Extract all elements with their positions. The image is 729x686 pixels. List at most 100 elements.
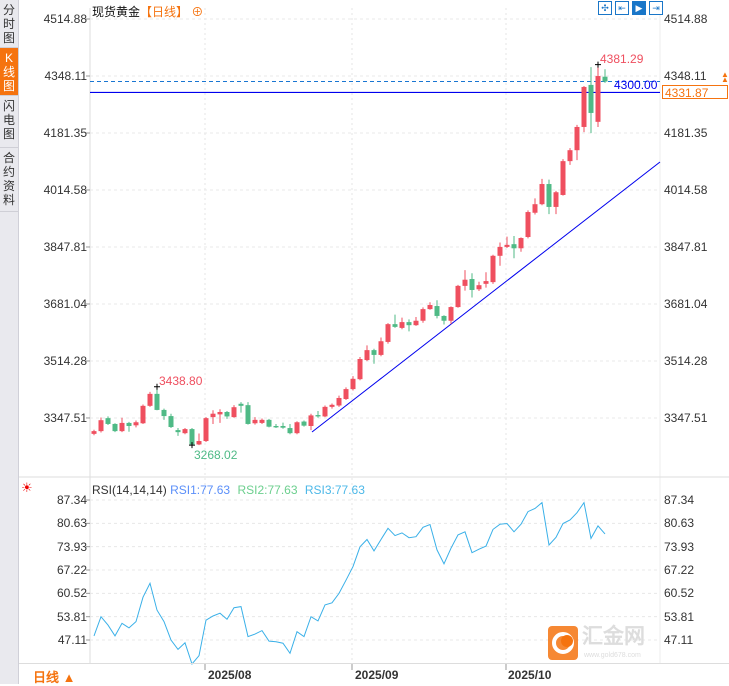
- candle-body: [246, 405, 251, 424]
- candle-body: [295, 422, 300, 433]
- rsi2-value: RSI2:77.63: [237, 483, 297, 497]
- triangle-up-icon: ▲: [63, 670, 76, 685]
- candle-body: [568, 150, 573, 161]
- end-icon[interactable]: ⇥: [649, 1, 663, 15]
- rsi-axis-label-right: 53.81: [664, 610, 694, 624]
- high-price-label: 4381.29: [600, 52, 643, 66]
- rsi-axis-label: 53.81: [57, 610, 87, 624]
- candle-body: [204, 418, 209, 441]
- candle-body: [274, 426, 279, 427]
- crosshair-icon[interactable]: ✣: [598, 1, 612, 15]
- rsi-axis-label-right: 87.34: [664, 493, 694, 507]
- candle-body: [344, 389, 349, 399]
- candle-body: [435, 306, 440, 316]
- fit-icon[interactable]: ⇤: [615, 1, 629, 15]
- candle-body: [372, 350, 377, 355]
- candle-body: [197, 441, 202, 444]
- rsi-legend: RSI(14,14,14) RSI1:77.63 RSI2:77.63 RSI3…: [92, 483, 365, 497]
- plus-circle-icon[interactable]: ⊕: [191, 5, 203, 19]
- local-high-label: 3438.80: [159, 374, 202, 388]
- candle-body: [575, 127, 580, 150]
- candle-body: [519, 238, 524, 248]
- price-axis-label: 3681.04: [44, 297, 87, 311]
- price-axis-label-right: 3347.51: [664, 411, 707, 425]
- watermark-logo: 汇金网 www.gold678.com: [548, 626, 653, 662]
- candle-body: [554, 192, 559, 207]
- candle-body: [449, 307, 454, 321]
- candle-body: [582, 87, 587, 127]
- candle-body: [99, 420, 104, 431]
- candle-body: [547, 184, 552, 207]
- candle-body: [365, 350, 370, 360]
- candle-body: [162, 410, 167, 416]
- candle-body: [330, 405, 335, 407]
- candle-body: [596, 76, 601, 122]
- price-axis-label-right: 4348.11: [664, 69, 707, 83]
- price-axis-label: 4181.35: [44, 126, 87, 140]
- candle-body: [337, 398, 342, 406]
- candle-body: [351, 379, 356, 389]
- candle-body: [421, 309, 426, 321]
- rsi-axis-label: 67.22: [57, 563, 87, 577]
- rsi-axis-label: 47.11: [58, 633, 87, 647]
- price-axis-label: 3347.51: [44, 411, 87, 425]
- price-axis-label: 3847.81: [44, 240, 87, 254]
- candle-body: [540, 184, 545, 204]
- period-label: 【日线】: [140, 5, 188, 19]
- candle-body: [456, 286, 461, 307]
- instrument-name: 现货黄金: [92, 5, 140, 19]
- date-label: 2025/09: [355, 668, 398, 682]
- candle-body: [176, 430, 181, 432]
- price-axis-label-right: 4514.88: [664, 12, 707, 26]
- candle-body: [533, 204, 538, 213]
- candle-body: [134, 422, 139, 425]
- candle-body: [407, 322, 412, 325]
- rsi-params: RSI(14,14,14): [92, 483, 167, 497]
- trend-line: [312, 162, 660, 432]
- candle-body: [400, 322, 405, 328]
- price-axis-label-right: 3681.04: [664, 297, 707, 311]
- candle-body: [505, 245, 510, 247]
- candle-body: [379, 341, 384, 355]
- candle-body: [589, 85, 594, 113]
- candle-body: [428, 305, 433, 309]
- period-selector[interactable]: 日线 ▲: [33, 667, 76, 686]
- candle-body: [491, 256, 496, 282]
- price-axis-label-right: 4181.35: [664, 126, 707, 140]
- candle-body: [442, 316, 447, 321]
- price-axis-label-right: 3514.28: [664, 354, 707, 368]
- candle-body: [561, 161, 566, 195]
- rsi-axis-label-right: 80.63: [664, 516, 694, 530]
- rsi-axis-label: 87.34: [57, 493, 87, 507]
- rsi1-value: RSI1:77.63: [170, 483, 230, 497]
- level-line-label: 4300.00: [614, 78, 657, 92]
- candle-body: [141, 406, 146, 423]
- low-price-label: 3268.02: [194, 448, 237, 462]
- candle-body: [603, 77, 608, 82]
- double-up-arrow-icon: ▲▲: [721, 72, 729, 82]
- rsi-axis-label-right: 73.93: [664, 540, 694, 554]
- price-axis-label: 4014.58: [44, 183, 87, 197]
- indicator-settings-icon[interactable]: ☀: [21, 480, 33, 496]
- date-label: 2025/08: [208, 668, 251, 682]
- price-axis-label: 4514.88: [44, 12, 87, 26]
- period-text: 日线: [33, 670, 59, 685]
- watermark-url: www.gold678.com: [584, 652, 641, 660]
- current-price-label: 4331.87: [662, 85, 728, 99]
- rsi-axis-label: 60.52: [57, 586, 87, 600]
- candle-body: [281, 426, 286, 428]
- rsi-axis-label: 80.63: [57, 516, 87, 530]
- candle-body: [512, 244, 517, 248]
- candle-body: [113, 424, 118, 431]
- candle-body: [239, 404, 244, 406]
- candle-body: [393, 324, 398, 327]
- candle-body: [267, 420, 272, 427]
- candle-body: [498, 247, 503, 256]
- candle-body: [225, 412, 230, 416]
- candle-body: [386, 324, 391, 342]
- candle-body: [92, 431, 97, 434]
- candle-body: [323, 407, 328, 417]
- play-icon[interactable]: ▶: [632, 1, 646, 15]
- candle-body: [218, 412, 223, 414]
